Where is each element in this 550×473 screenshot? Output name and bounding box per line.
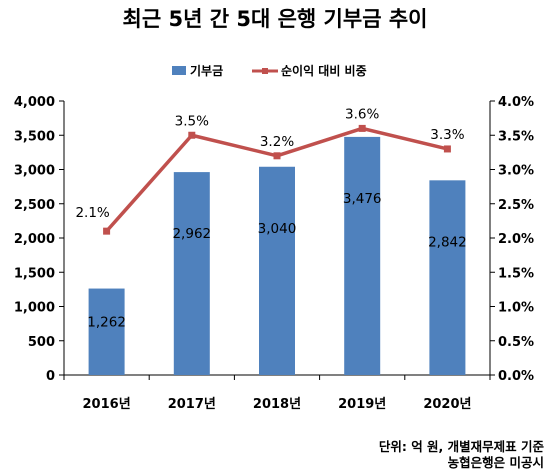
y-right-tick-label: 2.5% — [498, 198, 534, 213]
bar-2016년 — [88, 288, 125, 375]
y-right-tick-label: 3.0% — [498, 164, 534, 179]
line-point-2020년 — [443, 145, 451, 153]
y-left-tick-label: 4,000 — [14, 95, 55, 110]
y-left-tick-label: 1,500 — [14, 266, 55, 281]
y-left-tick-label: 3,500 — [14, 129, 55, 144]
y-right-tick-label: 2.0% — [498, 232, 534, 247]
line-value-label: 3.6% — [345, 106, 379, 122]
y-left-tick-label: 0 — [46, 369, 55, 384]
x-tick-label: 2020년 — [423, 397, 471, 412]
x-tick-label: 2018년 — [253, 397, 301, 412]
bar-value-label: 2,842 — [428, 234, 467, 250]
y-right-tick-label: 1.5% — [498, 266, 534, 281]
y-right-tick-label: 0.5% — [498, 335, 534, 350]
bar-2020년 — [429, 180, 466, 375]
bars — [88, 136, 466, 375]
y-left-tick-label: 2,500 — [14, 198, 55, 213]
bar-value-label: 2,962 — [172, 226, 211, 242]
x-tick-label: 2016년 — [83, 397, 131, 412]
bar-value-label: 3,476 — [343, 191, 382, 207]
line-value-label: 3.5% — [175, 113, 209, 129]
legend-swatch-bar — [172, 66, 186, 75]
line-point-2018년 — [273, 152, 281, 160]
line-point-2019년 — [358, 124, 366, 132]
legend-label-line: 순이익 대비 비중 — [281, 63, 367, 78]
data-labels: 1,262 2,962 3,040 3,476 2,842 2.1% 3.5% 3.2% 3.6… — [75, 106, 466, 330]
line-point-2016년 — [103, 227, 111, 235]
x-tick-label: 2017년 — [168, 397, 216, 412]
bar-value-label: 3,040 — [258, 221, 297, 237]
y-right-tick-label: 1.0% — [498, 301, 534, 316]
line-value-label: 3.3% — [430, 127, 464, 143]
y-left-tick-label: 2,000 — [14, 232, 55, 247]
y-left-tick-label: 3,000 — [14, 164, 55, 179]
line-point-2017년 — [188, 131, 196, 139]
bar-2018년 — [259, 166, 295, 375]
x-tick-label: 2019년 — [338, 397, 386, 412]
y-right-tick-label: 0.0% — [498, 369, 534, 384]
y-left-tick-label: 500 — [28, 335, 55, 350]
y-left-tick-label: 1,000 — [14, 301, 55, 316]
line-series — [103, 124, 451, 235]
chart-title: 최근 5년 간 5대 은행 기부금 추이 — [123, 7, 428, 31]
line-value-label: 2.1% — [75, 205, 109, 221]
legend: 기부금 순이익 대비 비중 — [172, 63, 367, 78]
bar-value-label: 1,262 — [87, 315, 126, 331]
source-note-1: 단위: 억 원, 개별재무제표 기준 — [379, 439, 545, 454]
bar-2019년 — [344, 136, 381, 375]
y-right-tick-label: 4.0% — [498, 95, 534, 110]
bar-2017년 — [173, 172, 210, 375]
y-right-tick-label: 3.5% — [498, 129, 534, 144]
source-note-2: 농협은행은 미공시 — [448, 455, 544, 470]
axes: 0 500 1,000 1,500 2,000 2,500 3,000 3,500 4,000 0… — [14, 95, 534, 412]
line-value-label: 3.2% — [260, 134, 294, 150]
legend-label-bar: 기부금 — [190, 63, 223, 78]
legend-swatch-marker — [262, 68, 268, 74]
